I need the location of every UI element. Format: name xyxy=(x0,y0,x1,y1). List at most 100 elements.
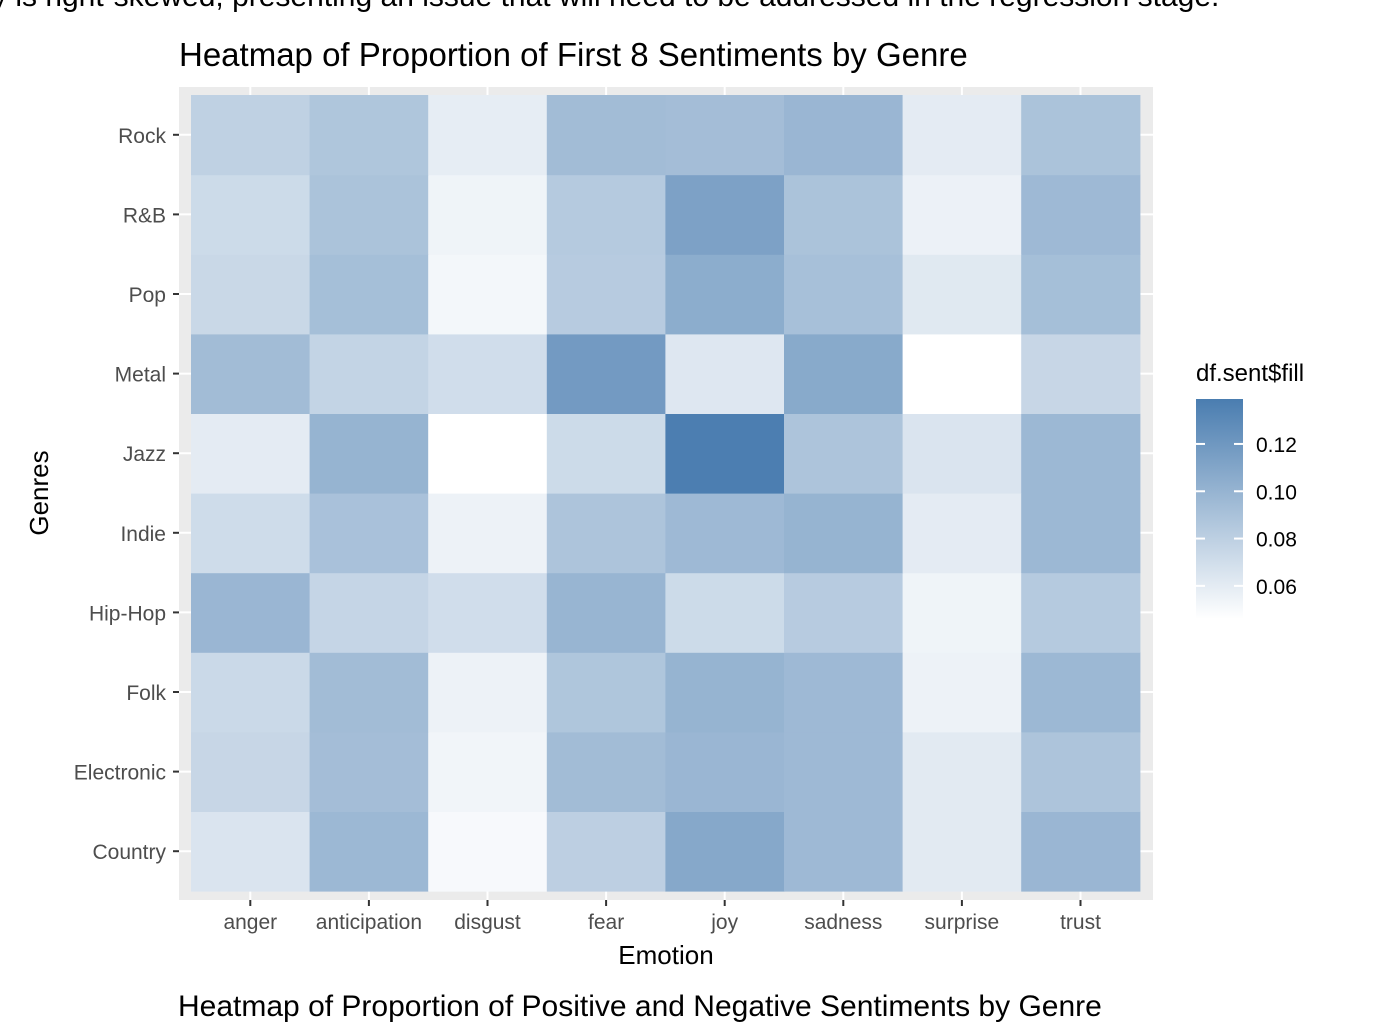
heatmap-cell-r-b-anger xyxy=(191,174,311,255)
heatmap-cell-indie-joy xyxy=(665,493,785,574)
heatmap-cell-folk-disgust xyxy=(428,652,548,733)
legend-tick-label: 0.10 xyxy=(1256,481,1297,504)
heatmap-cell-indie-sadness xyxy=(784,493,904,574)
heatmap-cell-electronic-trust xyxy=(1021,731,1141,812)
heatmap-cell-hip-hop-sadness xyxy=(784,572,904,653)
heatmap-cell-hip-hop-anger xyxy=(191,572,311,653)
legend-ticks: 0.06 0.08 0.10 0.12 xyxy=(1196,434,1297,599)
heatmap-cell-pop-trust xyxy=(1021,254,1141,335)
y-tick-label: Electronic xyxy=(74,762,166,785)
y-tick-label: Jazz xyxy=(123,443,166,466)
legend-tick-label: 0.12 xyxy=(1256,434,1297,457)
heatmap-cell-pop-sadness xyxy=(784,254,904,335)
heatmap-cell-indie-surprise xyxy=(902,493,1022,574)
heatmap-cell-country-trust xyxy=(1021,811,1141,892)
heatmap-cell-hip-hop-trust xyxy=(1021,572,1141,653)
heatmap-cell-rock-trust xyxy=(1021,95,1141,176)
heatmap-cell-rock-anticipation xyxy=(309,95,429,176)
y-tick-label: Pop xyxy=(129,284,166,307)
x-tick-label: anger xyxy=(223,911,277,934)
legend-tick-label: 0.08 xyxy=(1256,529,1297,552)
heatmap-cell-rock-surprise xyxy=(902,95,1022,176)
heatmap-cell-metal-anticipation xyxy=(309,333,429,414)
heatmap-cell-jazz-anger xyxy=(191,413,311,494)
heatmap-cell-electronic-anticipation xyxy=(309,731,429,812)
heatmap-cell-metal-surprise xyxy=(902,333,1022,414)
y-tick-label: Hip-Hop xyxy=(89,602,166,625)
heatmap-cell-r-b-sadness xyxy=(784,174,904,255)
heatmap-cell-folk-trust xyxy=(1021,652,1141,733)
heatmap-cell-jazz-surprise xyxy=(902,413,1022,494)
heatmap-cell-r-b-joy xyxy=(665,174,785,255)
heatmap-cell-jazz-joy xyxy=(665,413,785,494)
cut-off-top-text: y is right-skewed, presenting an issue t… xyxy=(0,0,1219,14)
heatmap-cell-metal-anger xyxy=(191,333,311,414)
y-tick-label: Rock xyxy=(118,125,166,148)
x-tick-label: joy xyxy=(710,911,738,934)
heatmap-cell-pop-joy xyxy=(665,254,785,335)
heatmap-cell-folk-sadness xyxy=(784,652,904,733)
legend-title: df.sent$fill xyxy=(1196,360,1304,387)
x-tick-label: anticipation xyxy=(316,911,422,934)
y-axis: Country Electronic Folk Hip-Hop Indie Jazz Met… xyxy=(74,125,179,864)
heatmap-cell-country-fear xyxy=(546,811,666,892)
heatmap-cell-hip-hop-disgust xyxy=(428,572,548,653)
y-tick-label: Metal xyxy=(115,364,166,387)
cut-off-bottom-text: Heatmap of Proportion of Positive and Ne… xyxy=(178,990,1102,1023)
heatmap-cell-country-anger xyxy=(191,811,311,892)
heatmap-cell-indie-fear xyxy=(546,493,666,574)
heatmap-tiles xyxy=(191,95,1141,892)
heatmap-cell-r-b-trust xyxy=(1021,174,1141,255)
x-axis-title: Emotion xyxy=(618,940,713,970)
y-axis-title: Genres xyxy=(24,450,54,535)
heatmap-cell-hip-hop-fear xyxy=(546,572,666,653)
legend-colorbar xyxy=(1196,399,1243,619)
chart-title: Heatmap of Proportion of First 8 Sentime… xyxy=(179,36,968,73)
heatmap-cell-r-b-fear xyxy=(546,174,666,255)
heatmap-cell-pop-disgust xyxy=(428,254,548,335)
x-tick-label: disgust xyxy=(454,911,521,934)
heatmap-cell-metal-sadness xyxy=(784,333,904,414)
heatmap-cell-jazz-anticipation xyxy=(309,413,429,494)
heatmap-cell-pop-anger xyxy=(191,254,311,335)
heatmap-cell-electronic-surprise xyxy=(902,731,1022,812)
heatmap-cell-r-b-surprise xyxy=(902,174,1022,255)
heatmap-cell-rock-fear xyxy=(546,95,666,176)
heatmap-cell-folk-anticipation xyxy=(309,652,429,733)
heatmap-cell-rock-disgust xyxy=(428,95,548,176)
heatmap-cell-metal-disgust xyxy=(428,333,548,414)
heatmap-cell-indie-disgust xyxy=(428,493,548,574)
heatmap-cell-pop-fear xyxy=(546,254,666,335)
heatmap-cell-rock-sadness xyxy=(784,95,904,176)
heatmap-cell-pop-surprise xyxy=(902,254,1022,335)
heatmap-cell-metal-trust xyxy=(1021,333,1141,414)
heatmap-cell-jazz-fear xyxy=(546,413,666,494)
heatmap-cell-country-anticipation xyxy=(309,811,429,892)
heatmap-cell-folk-joy xyxy=(665,652,785,733)
heatmap-cell-electronic-disgust xyxy=(428,731,548,812)
heatmap-cell-country-surprise xyxy=(902,811,1022,892)
heatmap-cell-country-joy xyxy=(665,811,785,892)
heatmap-cell-country-sadness xyxy=(784,811,904,892)
y-tick-label: Indie xyxy=(120,523,166,546)
heatmap-cell-electronic-joy xyxy=(665,731,785,812)
heatmap-cell-r-b-anticipation xyxy=(309,174,429,255)
heatmap-cell-hip-hop-joy xyxy=(665,572,785,653)
heatmap-cell-hip-hop-surprise xyxy=(902,572,1022,653)
y-tick-label: R&B xyxy=(123,204,166,227)
heatmap-cell-r-b-disgust xyxy=(428,174,548,255)
y-tick-label: Folk xyxy=(126,682,166,705)
heatmap-cell-electronic-sadness xyxy=(784,731,904,812)
heatmap-cell-pop-anticipation xyxy=(309,254,429,335)
heatmap-cell-folk-fear xyxy=(546,652,666,733)
x-tick-label: trust xyxy=(1060,911,1101,934)
x-tick-label: surprise xyxy=(925,911,1000,934)
heatmap-cell-electronic-fear xyxy=(546,731,666,812)
heatmap-cell-indie-trust xyxy=(1021,493,1141,574)
heatmap-cell-jazz-sadness xyxy=(784,413,904,494)
heatmap-cell-indie-anticipation xyxy=(309,493,429,574)
heatmap-cell-folk-surprise xyxy=(902,652,1022,733)
y-tick-label: Country xyxy=(92,841,166,864)
heatmap-cell-jazz-trust xyxy=(1021,413,1141,494)
